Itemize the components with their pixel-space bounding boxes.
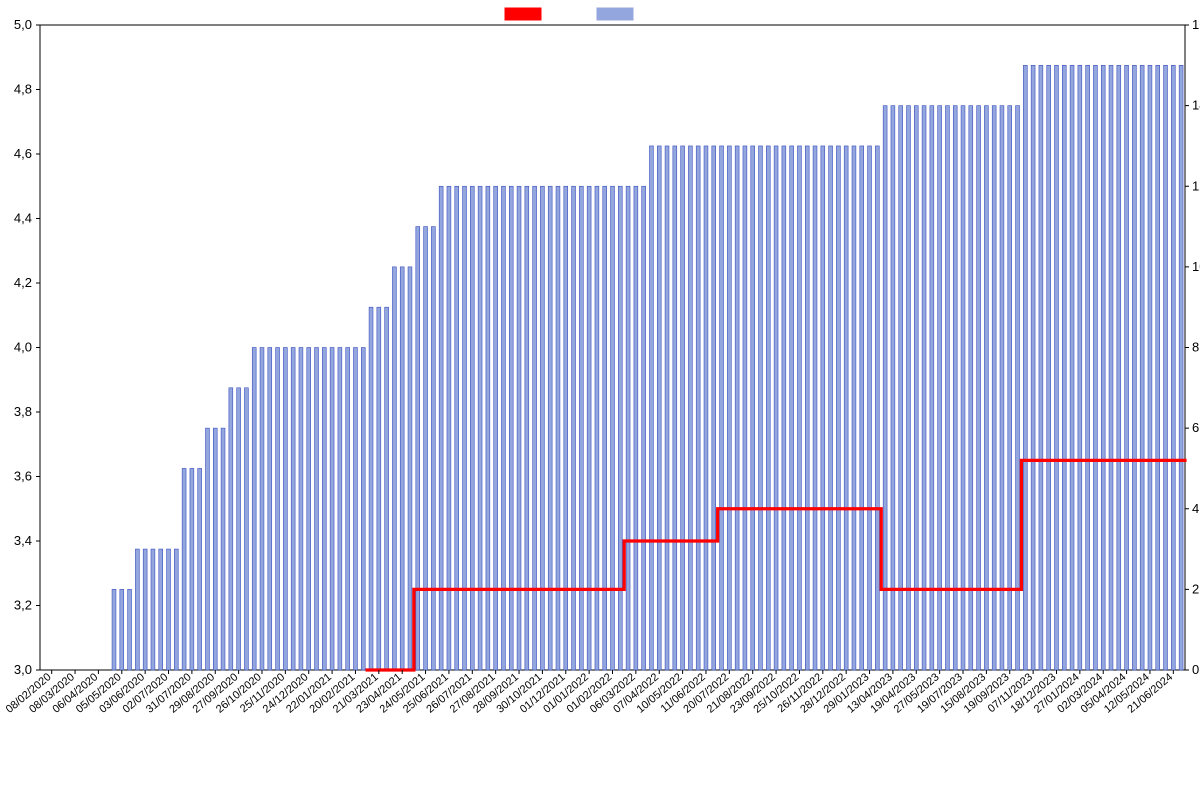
svg-text:14: 14: [1192, 98, 1200, 113]
svg-text:4: 4: [1192, 501, 1199, 516]
svg-text:3,0: 3,0: [14, 662, 32, 677]
svg-text:4,8: 4,8: [14, 82, 32, 97]
svg-text:8: 8: [1192, 340, 1199, 355]
combo-chart: 3,0 3,2 3,4 3,6 3,8 4,0 4,2 4,4 4,6 4,8 5,0 0 2 4 6 8 10…: [0, 0, 1200, 800]
svg-text:3,8: 3,8: [14, 404, 32, 419]
svg-text:2: 2: [1192, 581, 1199, 596]
svg-text:0: 0: [1192, 662, 1199, 677]
svg-text:10: 10: [1192, 259, 1200, 274]
svg-text:4,6: 4,6: [14, 146, 32, 161]
svg-text:4,4: 4,4: [14, 211, 32, 226]
svg-text:6: 6: [1192, 420, 1199, 435]
svg-text:5,0: 5,0: [14, 17, 32, 32]
svg-text:3,6: 3,6: [14, 469, 32, 484]
chart-container: 3,0 3,2 3,4 3,6 3,8 4,0 4,2 4,4 4,6 4,8 5,0 0 2 4 6 8 10…: [0, 0, 1200, 800]
svg-text:12: 12: [1192, 178, 1200, 193]
svg-text:3,4: 3,4: [14, 533, 32, 548]
svg-text:16: 16: [1192, 17, 1200, 32]
svg-text:4,2: 4,2: [14, 275, 32, 290]
svg-text:3,2: 3,2: [14, 598, 32, 613]
svg-text:4,0: 4,0: [14, 340, 32, 355]
